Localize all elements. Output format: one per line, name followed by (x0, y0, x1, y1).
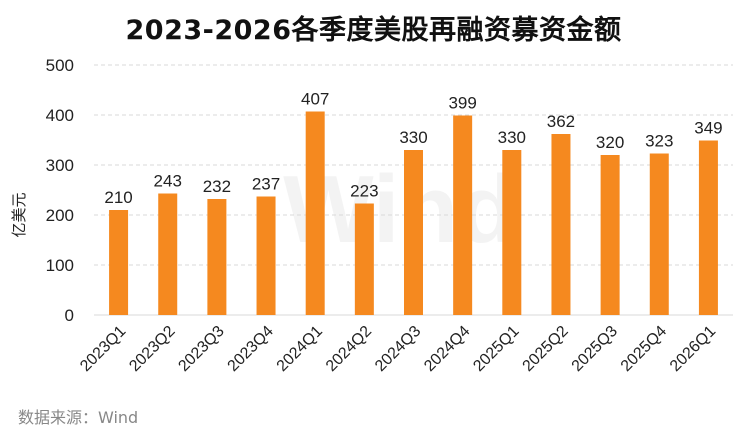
data-label: 323 (645, 132, 673, 151)
bar (698, 140, 718, 315)
bars (109, 111, 718, 315)
x-tick-label: 2024Q2 (323, 323, 375, 375)
bar (256, 196, 276, 315)
y-tick-label: 0 (65, 306, 74, 325)
data-label: 232 (203, 177, 231, 196)
data-label: 210 (104, 188, 132, 207)
bar (404, 150, 423, 315)
y-tick-label: 200 (46, 206, 74, 225)
data-label: 243 (154, 172, 182, 191)
x-tick-label: 2025Q2 (520, 323, 572, 375)
x-axis-ticks: 2023Q12023Q22023Q32023Q42024Q12024Q22024… (77, 323, 719, 375)
y-axis-ticks: 0 100 200 300 400 500 (46, 56, 74, 325)
data-labels: 210 243 232 237 407 223 330 399 330 362 320 323 349 (104, 90, 722, 208)
data-label: 320 (596, 133, 624, 152)
data-label: 237 (252, 175, 280, 194)
x-tick-label: 2023Q3 (175, 323, 227, 375)
bar (158, 193, 178, 315)
y-tick-label: 300 (46, 156, 74, 175)
x-tick-label: 2023Q4 (225, 323, 277, 375)
bar (453, 115, 473, 315)
x-tick-label: 2025Q4 (618, 323, 670, 375)
x-tick-label: 2025Q1 (470, 323, 522, 375)
bar (600, 155, 620, 315)
data-label: 349 (694, 119, 722, 138)
x-tick-label: 2023Q2 (126, 323, 178, 375)
x-tick-label: 2024Q4 (421, 323, 473, 375)
data-label: 330 (399, 128, 427, 147)
x-tick-label: 2025Q3 (569, 323, 621, 375)
bar (109, 210, 129, 315)
x-tick-label: 2024Q3 (372, 323, 424, 375)
y-tick-label: 100 (46, 256, 74, 275)
data-label: 407 (301, 90, 329, 109)
chart-title: 2023-2026各季度美股再融资募资金额 (125, 15, 622, 46)
bar (354, 203, 374, 315)
y-axis-title: 亿美元 (10, 192, 28, 237)
x-tick-label: 2024Q1 (274, 323, 326, 375)
bar (207, 199, 227, 315)
x-tick-label: 2023Q1 (77, 323, 129, 375)
bar (305, 111, 325, 315)
data-label: 399 (448, 94, 476, 113)
bar (649, 153, 669, 315)
data-label: 330 (498, 128, 526, 147)
bar (551, 134, 571, 315)
bar (502, 150, 522, 315)
source-note: 数据来源：Wind (18, 408, 139, 427)
data-label: 362 (547, 112, 575, 131)
data-label: 223 (350, 182, 378, 201)
y-tick-label: 500 (46, 56, 74, 75)
y-tick-label: 400 (46, 106, 74, 125)
x-tick-label: 2026Q1 (667, 323, 719, 375)
